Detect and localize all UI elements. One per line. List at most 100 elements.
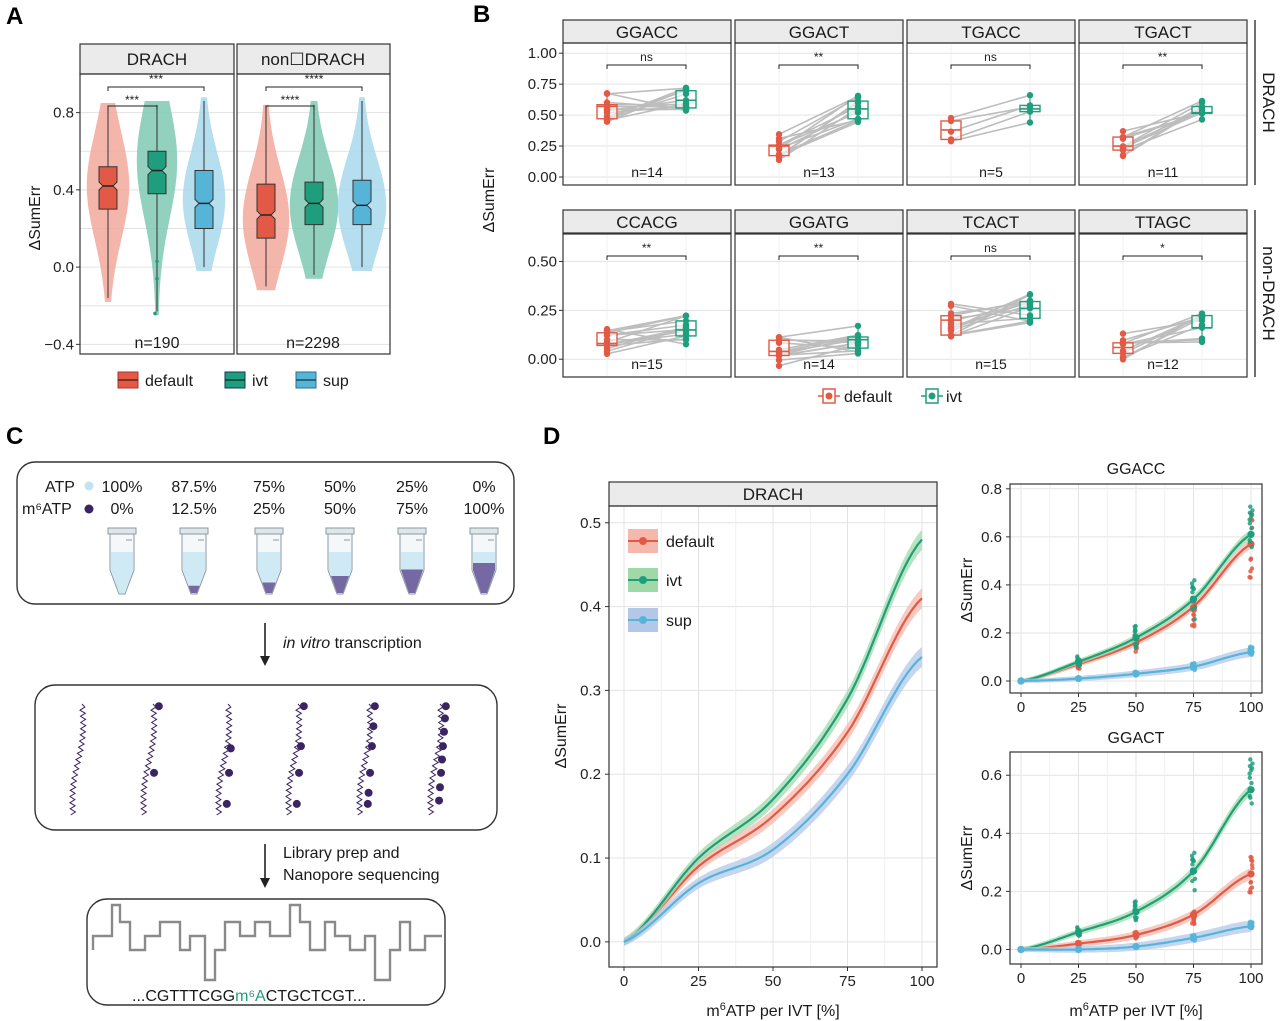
m6a-site — [441, 702, 450, 711]
pair-line — [778, 119, 859, 140]
data-point — [1248, 557, 1253, 562]
sig-label: ns — [984, 50, 997, 64]
plot-frame — [562, 42, 732, 186]
pair-line — [606, 320, 687, 333]
plot-frame — [79, 73, 235, 355]
data-point — [603, 350, 611, 358]
m6a-site — [438, 755, 446, 764]
data-point — [1249, 544, 1254, 550]
data-point — [854, 348, 862, 356]
data-point — [1191, 613, 1197, 618]
data-point — [1192, 850, 1197, 856]
plot-frame — [1009, 751, 1263, 965]
panel-b-paired-box-chart: 0.00 0.25 0.50 0.75 1.00 GGACC ns n=14 GGACT ** n=… — [528, 19, 1278, 378]
mean-point — [1074, 928, 1083, 936]
n-label: n=2298 — [286, 335, 340, 352]
data-point — [1026, 92, 1034, 99]
n-label: n=14 — [631, 164, 663, 180]
m6atp-percent: 25% — [253, 501, 285, 518]
data-point — [1133, 623, 1138, 629]
y-tick-label: 0.4 — [580, 599, 601, 616]
pair-line — [1122, 319, 1203, 335]
mean-point — [1132, 942, 1140, 951]
outlier-point — [153, 311, 157, 316]
data-point — [603, 328, 611, 335]
m6a-site — [363, 799, 372, 808]
data-point — [1026, 119, 1034, 126]
data-point — [682, 341, 690, 348]
data-point — [947, 128, 955, 135]
pair-line — [950, 121, 1031, 143]
data-point — [1247, 574, 1252, 580]
y-tick-label: 0.2 — [981, 625, 1002, 642]
data-point — [1198, 338, 1206, 346]
rna-strand — [139, 703, 158, 816]
facet-strip-drach — [608, 481, 938, 507]
violin-marks — [86, 97, 387, 316]
data-point — [1119, 330, 1127, 337]
mean-point — [1247, 922, 1255, 930]
y-tick-label: 0.6 — [981, 529, 1002, 546]
plot-frame — [608, 505, 938, 968]
main-line-chart: 0.0 0.1 0.2 0.3 0.4 0.5 0 25 50 75 100 — [580, 506, 937, 990]
mean-point — [1247, 530, 1255, 539]
sig-bracket — [778, 64, 859, 69]
tube-cap — [254, 527, 284, 535]
y-tick-label: 0.2 — [580, 766, 601, 783]
data-point — [854, 93, 862, 100]
outlier-point — [155, 259, 159, 264]
pair-line — [950, 307, 1031, 320]
m6a-site — [437, 768, 446, 777]
atp-percent: 0% — [472, 479, 495, 496]
tubes — [107, 527, 499, 595]
data-point — [1198, 311, 1206, 318]
facet-label: GGACT — [789, 23, 849, 42]
box-sup — [194, 170, 214, 229]
data-point — [1133, 903, 1138, 909]
tube-cap — [469, 527, 499, 535]
legend-sup: sup — [666, 613, 692, 630]
facet-strip — [734, 209, 904, 234]
data-point — [1190, 607, 1195, 612]
sig-label: **** — [281, 93, 300, 107]
panel-c-letter: C — [6, 423, 23, 450]
data-point — [682, 325, 690, 332]
percent-labels: 100% 0% 87.5% 12.5% 75% 25% 50% 50% 25% 75% 0% 100% — [102, 479, 505, 518]
data-point — [1133, 628, 1138, 634]
tube-liquid-atp — [183, 552, 205, 593]
data-point — [1198, 103, 1206, 110]
pair-line — [778, 121, 859, 157]
facet-label: TTAGC — [1135, 213, 1191, 232]
sig-label: ** — [814, 241, 824, 255]
x-tick-label: 75 — [1185, 699, 1202, 716]
x-tick-label: 100 — [1238, 699, 1263, 716]
legend-default: default — [666, 534, 715, 551]
sig-label: ** — [814, 50, 824, 64]
tube-liquid-m6atp — [473, 563, 495, 593]
data-point — [1192, 887, 1197, 893]
m6a-site — [299, 702, 308, 711]
data-point — [1248, 854, 1253, 860]
n-label: n=190 — [135, 335, 180, 352]
nanopore-signal-trace — [91, 903, 442, 982]
panel-b-y-axis-label: ΔSumErr — [481, 167, 498, 233]
y-tick-label: 0.50 — [528, 107, 557, 124]
y-tick-label: 0.50 — [528, 253, 557, 270]
y-tick-label: 0.75 — [528, 76, 557, 93]
pair-line — [606, 324, 687, 337]
y-tick-label: 0.0 — [981, 673, 1002, 690]
x-tick-label: 75 — [839, 973, 856, 990]
data-point — [1119, 339, 1127, 347]
y-tick-label: 0.0 — [981, 941, 1002, 958]
data-point — [603, 90, 611, 97]
tube-liquid-m6atp — [401, 569, 423, 593]
m6atp-dot — [84, 504, 94, 514]
x-tick-label: 25 — [690, 973, 707, 990]
data-point — [1248, 757, 1253, 762]
pair-line — [606, 315, 687, 344]
mean-point — [1074, 945, 1083, 954]
data-point — [603, 113, 611, 120]
data-point — [854, 333, 862, 340]
data-point — [1190, 585, 1195, 591]
tube-cap — [325, 527, 355, 535]
